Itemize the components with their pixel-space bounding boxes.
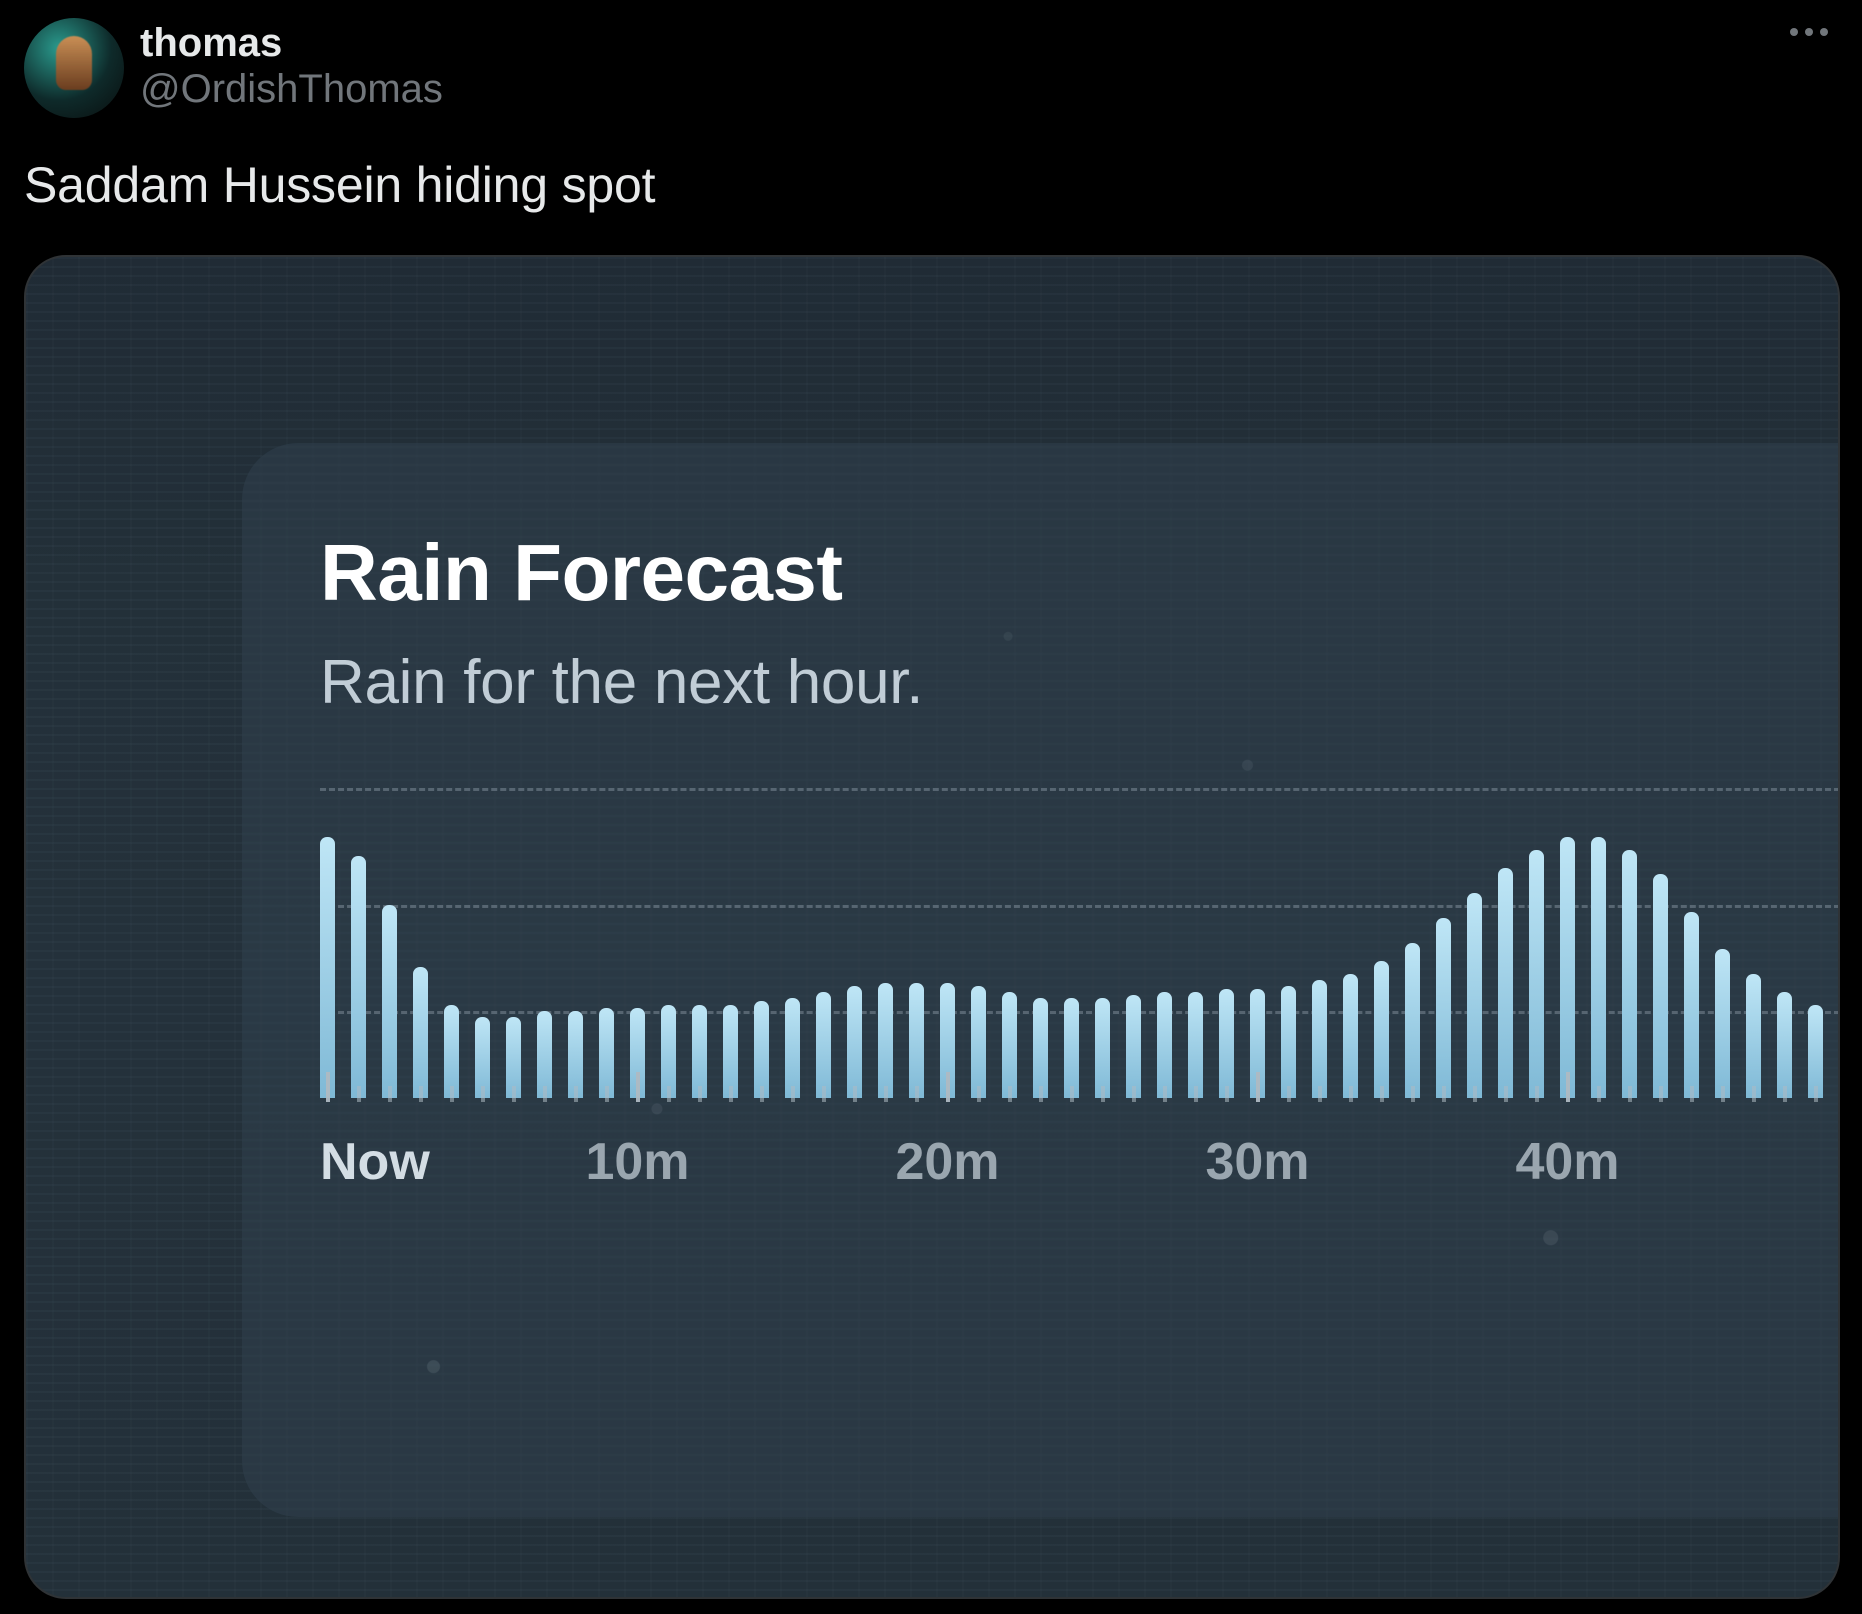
rain-chart: Now10m20m30m40m	[320, 788, 1840, 1098]
chart-bar	[1839, 1011, 1840, 1098]
chart-bar	[475, 1017, 490, 1098]
chart-bar	[847, 986, 862, 1098]
chart-bar	[785, 998, 800, 1097]
chart-bars	[320, 788, 1840, 1098]
chart-bar	[1374, 961, 1389, 1097]
chart-bar	[754, 1001, 769, 1097]
chart-xlabel: Now	[320, 1132, 430, 1192]
chart-bar	[506, 1017, 521, 1098]
attached-image[interactable]: Rain Forecast Rain for the next hour. No…	[24, 255, 1840, 1599]
chart-xlabels: Now 10m 20m 30m 40m	[320, 1132, 1840, 1192]
tweet: thomas @OrdishThomas Saddam Hussein hidi…	[0, 0, 1862, 1599]
author-block[interactable]: thomas @OrdishThomas	[140, 18, 443, 112]
chart-bar	[1405, 943, 1420, 1098]
chart-bar	[1622, 850, 1637, 1098]
chart-bar	[1095, 998, 1110, 1097]
chart-bar	[1591, 837, 1606, 1097]
chart-bar	[1064, 998, 1079, 1097]
chart-bar	[1777, 992, 1792, 1097]
tweet-text: Saddam Hussein hiding spot	[24, 154, 1838, 217]
chart-bar	[1188, 992, 1203, 1097]
chart-bar	[444, 1005, 459, 1098]
chart-xlabel: 10m	[585, 1132, 689, 1192]
chart-bar	[1126, 995, 1141, 1097]
chart-bar	[1250, 989, 1265, 1098]
chart-bar	[1560, 837, 1575, 1097]
chart-bar	[1498, 868, 1513, 1097]
chart-xlabel: 30m	[1205, 1132, 1309, 1192]
chart-bar	[1715, 949, 1730, 1098]
chart-bar	[661, 1005, 676, 1098]
chart-bar	[630, 1008, 645, 1098]
chart-bar	[1157, 992, 1172, 1097]
more-options-button[interactable]	[1780, 18, 1838, 46]
chart-bar	[1808, 1005, 1823, 1098]
handle: @OrdishThomas	[140, 66, 443, 112]
chart-bar	[351, 856, 366, 1098]
weather-widget: Rain Forecast Rain for the next hour. No…	[242, 443, 1838, 1517]
ellipsis-dot-icon	[1820, 28, 1828, 36]
chart-bar	[723, 1005, 738, 1098]
chart-bar	[599, 1008, 614, 1098]
chart-xlabel: 40m	[1515, 1132, 1619, 1192]
chart-bar	[1529, 850, 1544, 1098]
chart-bar	[816, 992, 831, 1097]
weather-title: Rain Forecast	[320, 527, 1838, 619]
chart-bar	[1684, 912, 1699, 1098]
chart-bar	[1219, 989, 1234, 1098]
chart-bar	[1343, 974, 1358, 1098]
chart-bar	[1002, 992, 1017, 1097]
chart-bar	[940, 983, 955, 1098]
chart-bar	[1653, 874, 1668, 1097]
chart-xlabel: 20m	[895, 1132, 999, 1192]
chart-bar	[692, 1005, 707, 1098]
chart-bar	[1436, 918, 1451, 1098]
weather-subtitle: Rain for the next hour.	[320, 647, 1838, 718]
tweet-header: thomas @OrdishThomas	[24, 18, 1838, 118]
chart-bar	[1467, 893, 1482, 1098]
ellipsis-dot-icon	[1790, 28, 1798, 36]
chart-bar	[320, 837, 335, 1097]
chart-bar	[971, 986, 986, 1098]
display-name: thomas	[140, 20, 443, 66]
chart-bar	[1746, 974, 1761, 1098]
chart-bar	[909, 983, 924, 1098]
chart-bar	[382, 905, 397, 1097]
ellipsis-dot-icon	[1805, 28, 1813, 36]
chart-bar	[1033, 998, 1048, 1097]
chart-bar	[878, 983, 893, 1098]
chart-bar	[537, 1011, 552, 1098]
chart-bar	[568, 1011, 583, 1098]
chart-bar	[1312, 980, 1327, 1098]
avatar[interactable]	[24, 18, 124, 118]
chart-bar	[413, 967, 428, 1097]
chart-bar	[1281, 986, 1296, 1098]
